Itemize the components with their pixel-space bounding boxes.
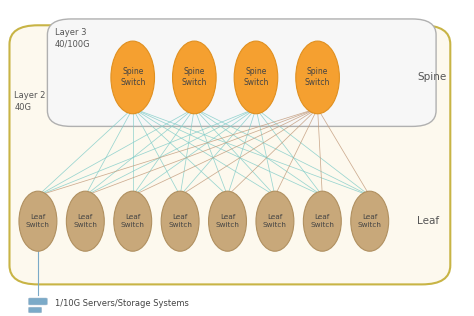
FancyBboxPatch shape <box>28 307 42 313</box>
Text: Leaf
Switch: Leaf Switch <box>168 215 192 228</box>
Ellipse shape <box>234 41 278 114</box>
Text: Spine
Switch: Spine Switch <box>120 67 146 88</box>
FancyBboxPatch shape <box>47 19 436 126</box>
Text: Spine
Switch: Spine Switch <box>243 67 269 88</box>
FancyBboxPatch shape <box>9 25 450 284</box>
Ellipse shape <box>173 41 216 114</box>
Ellipse shape <box>19 191 57 251</box>
Text: Leaf
Switch: Leaf Switch <box>263 215 287 228</box>
Ellipse shape <box>256 191 294 251</box>
Text: 1/10G Servers/Storage Systems: 1/10G Servers/Storage Systems <box>55 299 188 308</box>
Text: Leaf: Leaf <box>417 216 439 226</box>
Ellipse shape <box>351 191 389 251</box>
Text: Leaf
Switch: Leaf Switch <box>310 215 334 228</box>
Ellipse shape <box>114 191 152 251</box>
Text: Leaf
Switch: Leaf Switch <box>358 215 382 228</box>
Text: Spine
Switch: Spine Switch <box>182 67 207 88</box>
Text: Leaf
Switch: Leaf Switch <box>121 215 145 228</box>
Ellipse shape <box>66 191 104 251</box>
Text: Layer 3
40/100G: Layer 3 40/100G <box>55 27 90 48</box>
Text: Spine: Spine <box>417 72 447 82</box>
Text: Spine
Switch: Spine Switch <box>305 67 330 88</box>
Text: Leaf
Switch: Leaf Switch <box>73 215 97 228</box>
Ellipse shape <box>209 191 246 251</box>
Ellipse shape <box>111 41 155 114</box>
Ellipse shape <box>296 41 339 114</box>
Ellipse shape <box>161 191 199 251</box>
Text: Leaf
Switch: Leaf Switch <box>216 215 239 228</box>
Ellipse shape <box>303 191 341 251</box>
FancyBboxPatch shape <box>28 298 47 305</box>
Text: Leaf
Switch: Leaf Switch <box>26 215 50 228</box>
Text: Layer 2
40G: Layer 2 40G <box>14 91 46 112</box>
